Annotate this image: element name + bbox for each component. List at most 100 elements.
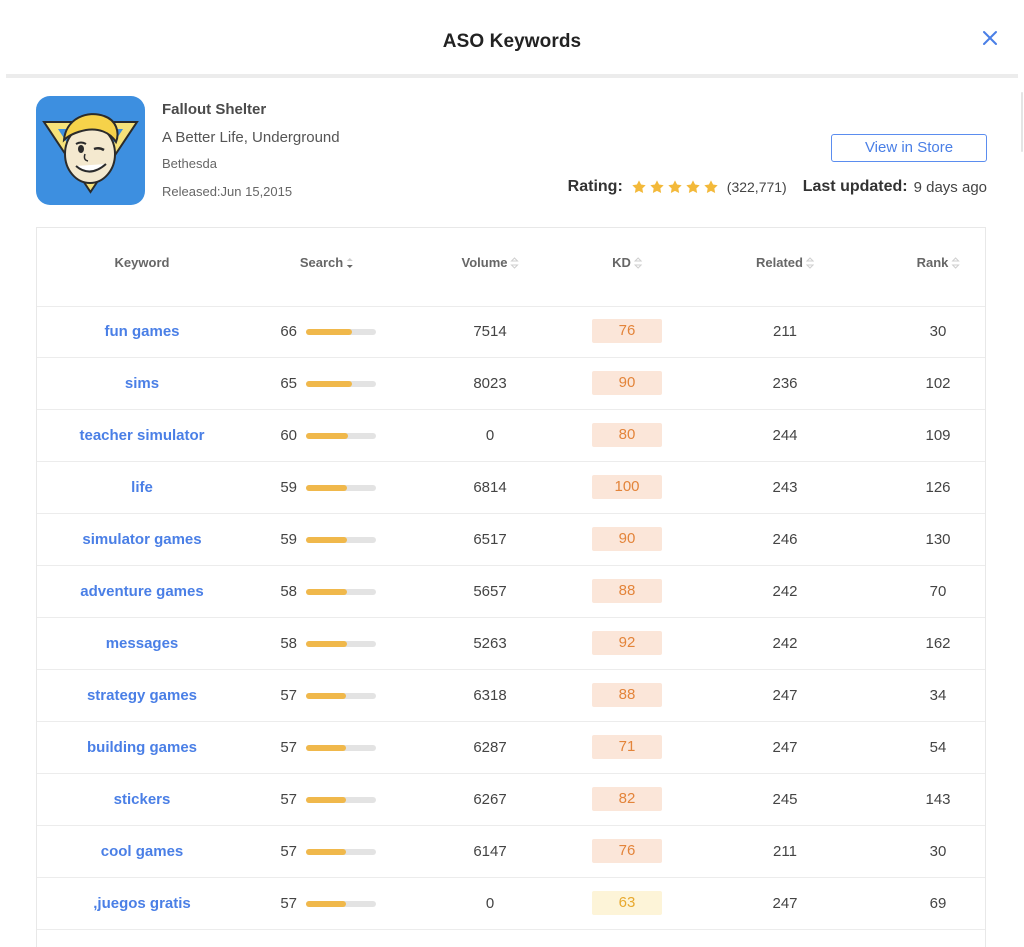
search-score-bar-fill	[306, 433, 348, 439]
modal-header: ASO Keywords	[0, 0, 1024, 78]
volume-value: 7514	[473, 323, 507, 340]
related-value: 211	[773, 843, 797, 860]
table-row: adventure games 58 5657 88 242 70	[37, 566, 985, 618]
related-value: 236	[772, 375, 798, 392]
search-score: 57	[280, 843, 297, 860]
keyword-link[interactable]: cool games	[100, 843, 184, 860]
column-header-rank[interactable]: Rank	[917, 255, 960, 270]
sort-icon[interactable]	[633, 256, 642, 269]
volume-value: 5657	[473, 583, 507, 600]
kd-badge: 90	[592, 527, 662, 551]
sort-icon[interactable]	[951, 256, 960, 269]
keyword-link[interactable]: teacher simulator	[79, 427, 205, 444]
search-score-bar-fill	[306, 537, 348, 543]
keyword-link[interactable]: sims	[124, 375, 160, 392]
search-score-bar-fill	[306, 745, 346, 751]
column-header-related[interactable]: Related	[756, 255, 814, 270]
rank-value: 34	[929, 687, 947, 704]
related-value: 246	[772, 531, 798, 548]
rank-value: 102	[925, 375, 951, 392]
kd-badge: 76	[592, 319, 662, 343]
sort-icon[interactable]	[805, 256, 814, 269]
header-divider	[6, 74, 1018, 78]
rank-value: 126	[925, 479, 951, 496]
keyword-link[interactable]: messages	[105, 635, 179, 652]
keyword-link[interactable]: simulator games	[82, 531, 202, 548]
search-score-bar-fill	[306, 381, 352, 387]
last-updated-label: Last updated:	[802, 178, 908, 195]
last-updated-value: 9 days ago	[913, 178, 987, 196]
kd-badge: 88	[592, 683, 662, 707]
keyword-link[interactable]: ,juegos gratis	[93, 895, 191, 912]
star-icon	[650, 180, 664, 193]
rating-stars	[631, 179, 721, 195]
column-header-search[interactable]: Search	[300, 255, 354, 270]
keyword-link[interactable]: building games	[86, 739, 198, 756]
table-row: life 59 6814 100 243 126	[37, 462, 985, 514]
sort-descending-icon[interactable]	[346, 257, 354, 269]
app-release-date: Released:Jun 15,2015	[162, 184, 293, 199]
related-value: 211	[773, 323, 797, 340]
search-score-bar-fill	[306, 589, 347, 595]
table-row: ,juegos gratis 57 0 63 247 69	[37, 878, 985, 930]
search-score-bar	[306, 849, 376, 855]
search-score: 57	[280, 791, 297, 808]
column-header-volume[interactable]: Volume	[462, 255, 519, 270]
kd-badge: 88	[592, 579, 662, 603]
search-score-bar	[306, 693, 376, 699]
sort-icon[interactable]	[510, 256, 519, 269]
table-row: cool games 57 6147 76 211 30	[37, 826, 985, 878]
close-icon[interactable]	[979, 27, 1001, 49]
modal-title: ASO Keywords	[442, 31, 582, 52]
rank-value: 109	[925, 427, 951, 444]
volume-value: 6287	[473, 739, 507, 756]
view-in-store-button[interactable]: View in Store	[831, 134, 987, 162]
search-score-bar	[306, 589, 376, 595]
column-header-kd[interactable]: KD	[612, 255, 642, 270]
scrollbar[interactable]	[1021, 92, 1023, 152]
search-score-bar	[306, 485, 376, 491]
search-score-bar-fill	[306, 901, 346, 907]
app-developer: Bethesda	[162, 156, 217, 171]
volume-value: 8023	[473, 375, 507, 392]
search-score-bar-fill	[306, 641, 347, 647]
app-subtitle: A Better Life, Underground	[162, 129, 340, 146]
rating-label: Rating:	[567, 178, 623, 195]
keyword-link[interactable]: adventure games	[80, 583, 204, 600]
kd-badge: 76	[592, 839, 662, 863]
search-score: 57	[280, 687, 297, 704]
rating-count: (322,771)	[726, 179, 787, 195]
search-score: 57	[280, 739, 297, 756]
search-score-bar	[306, 641, 376, 647]
search-score: 65	[280, 375, 297, 392]
kd-badge: 82	[592, 787, 662, 811]
related-value: 245	[772, 791, 798, 808]
related-value: 244	[772, 427, 798, 444]
rank-value: 69	[929, 895, 947, 912]
search-score-bar-fill	[306, 693, 346, 699]
table-header: Keyword Search Volume KD Related Rank	[37, 228, 985, 307]
volume-value: 0	[485, 895, 495, 912]
rank-value: 30	[929, 323, 947, 340]
kd-badge: 71	[592, 735, 662, 759]
keywords-table: Keyword Search Volume KD Related Rank fu…	[36, 227, 986, 947]
kd-badge: 100	[592, 475, 662, 499]
related-value: 242	[772, 583, 798, 600]
related-value: 247	[772, 687, 798, 704]
kd-badge: 90	[592, 371, 662, 395]
related-value: 243	[772, 479, 798, 496]
rank-value: 70	[929, 583, 947, 600]
star-icon	[668, 180, 682, 193]
keyword-link[interactable]: strategy games	[86, 687, 198, 704]
vault-boy-app-icon	[36, 96, 145, 205]
keyword-link[interactable]: life	[131, 479, 153, 496]
kd-badge: 80	[592, 423, 662, 447]
keyword-link[interactable]: stickers	[113, 791, 171, 808]
volume-value: 6517	[473, 531, 507, 548]
search-score-bar	[306, 745, 376, 751]
volume-value: 6267	[473, 791, 507, 808]
keyword-link[interactable]: fun games	[104, 323, 180, 340]
rank-value: 30	[929, 843, 947, 860]
volume-value: 6318	[473, 687, 507, 704]
search-score-bar	[306, 537, 376, 543]
